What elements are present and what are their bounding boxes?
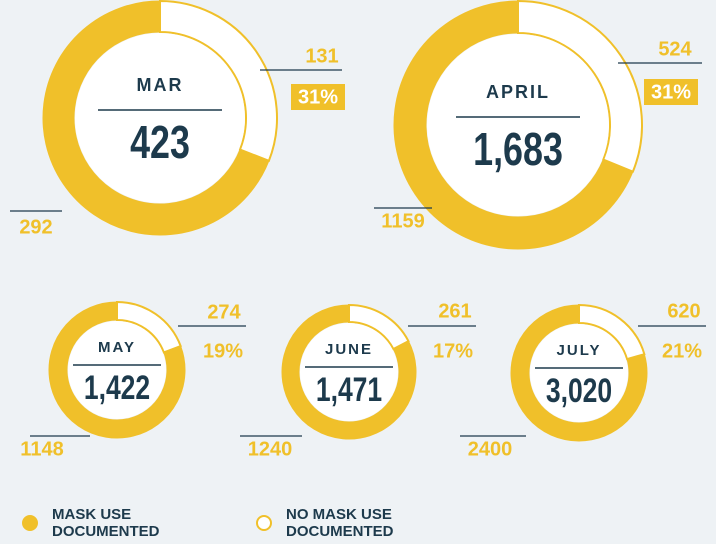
donut-title: MAY [98, 339, 136, 356]
percent-label: 31% [651, 81, 691, 103]
donut-title: MAR [137, 75, 184, 95]
donut-segment [510, 304, 648, 442]
data-label: 620 [667, 300, 700, 322]
percent-label: 21% [662, 340, 702, 362]
donut-center [75, 33, 245, 203]
data-label: 131 [305, 45, 338, 67]
data-label: 2400 [468, 438, 513, 460]
donut-title: JULY [557, 342, 602, 359]
data-label: 292 [19, 216, 52, 238]
percent-label: 31% [298, 86, 338, 108]
donut-center [68, 321, 166, 419]
donut-center [530, 324, 628, 422]
data-label: 1240 [248, 438, 293, 460]
data-label: 261 [438, 300, 471, 322]
donut-total: 1,683 [473, 124, 563, 175]
legend-label: NO MASK USE DOCUMENTED [286, 506, 394, 540]
legend-item: NO MASK USE DOCUMENTED [256, 506, 406, 540]
percent-box [644, 79, 698, 105]
percent-label: 19% [203, 340, 243, 362]
legend-item: MASK USE DOCUMENTED [22, 506, 172, 540]
donut-center [300, 323, 398, 421]
data-label: 1159 [381, 210, 424, 232]
data-label: 1148 [20, 438, 63, 460]
data-label: 274 [207, 301, 241, 323]
donut-total: 1,471 [316, 371, 382, 409]
legend-swatch [256, 515, 272, 531]
donut-segment [48, 301, 186, 439]
donut-title: JUNE [325, 341, 373, 358]
percent-box [291, 84, 345, 110]
donut-total: 423 [130, 117, 190, 168]
donut-center [427, 34, 609, 216]
donut-title: APRIL [486, 82, 550, 102]
donut-segment [42, 0, 270, 236]
legend-swatch [22, 515, 38, 531]
data-label: 524 [658, 38, 692, 60]
donut-total: 1,422 [84, 369, 150, 407]
legend-label: MASK USE DOCUMENTED [52, 506, 160, 540]
donut-segment [281, 304, 417, 440]
donut-total: 3,020 [546, 372, 612, 410]
percent-label: 17% [433, 340, 473, 362]
donut-segment [393, 0, 634, 250]
